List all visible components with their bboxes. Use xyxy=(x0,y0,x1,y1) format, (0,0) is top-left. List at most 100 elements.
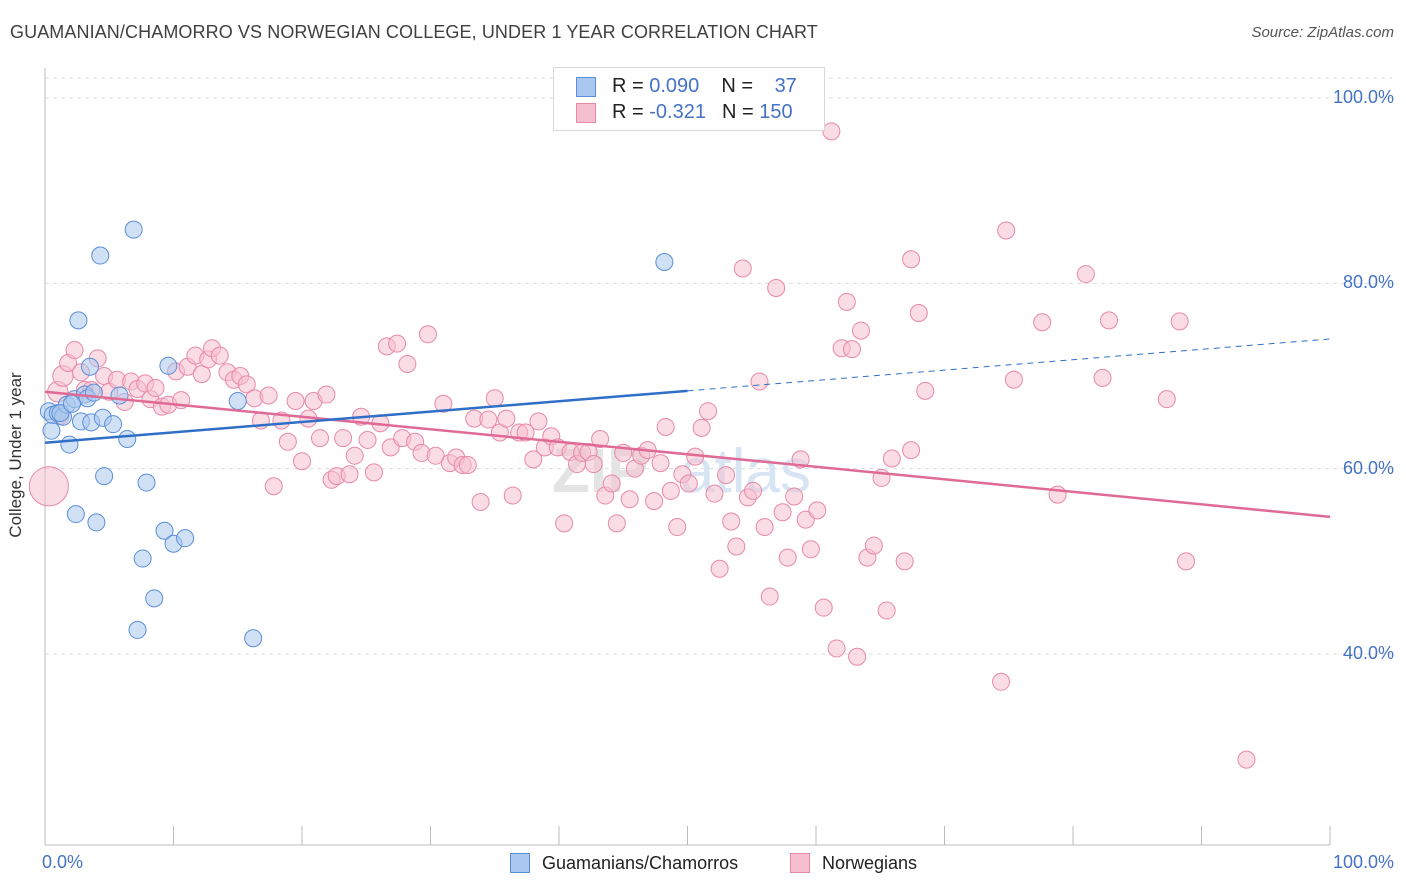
norwegian-point xyxy=(340,465,359,484)
legend-r-label: R = xyxy=(612,75,650,97)
norwegian-point xyxy=(210,346,229,365)
norwegian-point xyxy=(801,540,820,559)
norwegian-point xyxy=(864,536,883,555)
norwegian-point xyxy=(722,512,741,531)
legend-label-guamanians: Guamanians/Chamorros xyxy=(542,853,739,873)
norwegian-point xyxy=(750,372,769,391)
guamanian-point xyxy=(159,356,178,375)
guamanian-point xyxy=(124,220,143,239)
norwegian-point xyxy=(591,430,610,449)
norwegian-point xyxy=(902,441,921,460)
norwegian-point xyxy=(808,501,827,520)
guamanian-point xyxy=(60,435,79,454)
guamanian-point xyxy=(118,430,137,449)
norwegian-point xyxy=(388,334,407,353)
trend-lines xyxy=(44,338,1331,519)
norwegian-point xyxy=(497,409,516,428)
norwegian-point xyxy=(146,379,165,398)
norwegian-point xyxy=(237,375,256,394)
norwegian-point xyxy=(1033,313,1052,332)
guamanian-point xyxy=(133,549,152,568)
guamanian-point xyxy=(110,386,129,405)
norwegian-point xyxy=(848,647,867,666)
norwegian-point xyxy=(286,392,305,411)
norwegian-point xyxy=(699,402,718,421)
legend-r-value: 0.090 xyxy=(649,75,700,97)
legend-r-value: -0.321 xyxy=(649,101,706,123)
norwegian-point xyxy=(705,484,724,503)
norwegian-point xyxy=(1076,265,1095,284)
norwegian-point xyxy=(293,452,311,471)
norwegian-point xyxy=(358,430,377,449)
norwegian-point xyxy=(264,477,283,496)
norwegian-point xyxy=(842,340,861,359)
y-tick-label-80: 80.0% xyxy=(1342,272,1394,293)
norwegian-point xyxy=(882,449,901,468)
norwegian-point xyxy=(656,417,675,436)
norwegian-point xyxy=(668,518,687,537)
norwegian-point xyxy=(767,278,786,297)
stats-legend: R = 0.090 N = 37 R = -0.321 N = 150 xyxy=(553,67,825,131)
norwegian-point xyxy=(278,432,297,451)
norwegian-point xyxy=(434,394,453,413)
guamanian-point xyxy=(62,394,81,413)
norwegian-point xyxy=(773,503,792,522)
trend-line-norwegians xyxy=(44,390,1331,519)
y-tick-label-60: 60.0% xyxy=(1342,457,1394,478)
norwegian-point xyxy=(733,259,752,278)
norwegian-point xyxy=(692,418,711,437)
norwegian-point xyxy=(744,481,763,500)
norwegian-point xyxy=(310,429,329,448)
norwegian-point xyxy=(1170,312,1189,331)
norwegian-point xyxy=(620,490,639,509)
norwegian-point xyxy=(471,493,490,512)
norwegian-point xyxy=(679,474,698,493)
norwegian-point xyxy=(529,412,548,431)
norwegian-point xyxy=(334,429,353,448)
norwegian-point xyxy=(1237,750,1256,769)
norwegian-point xyxy=(710,559,729,578)
norwegian-point xyxy=(760,587,779,606)
norwegian-point xyxy=(28,466,69,507)
norwegian-point xyxy=(65,341,84,360)
guamanian-point xyxy=(137,473,156,492)
legend-swatch-pink xyxy=(576,103,596,123)
norwegian-point xyxy=(1004,370,1023,389)
norwegian-point xyxy=(1157,390,1176,409)
norwegian-point xyxy=(317,385,336,404)
guamanian-point xyxy=(155,521,174,540)
norwegian-point xyxy=(851,321,870,340)
guamanian-point xyxy=(91,246,110,265)
trend-line-guamanians-extension xyxy=(687,338,1331,392)
norwegian-point xyxy=(661,481,680,500)
norwegian-point xyxy=(516,423,535,442)
legend-swatch-pink xyxy=(790,853,810,873)
x-tick-label-max: 100.0% xyxy=(1332,852,1394,872)
norwegian-point xyxy=(1099,311,1118,330)
legend-r-label: R = xyxy=(612,101,650,123)
guamanian-point xyxy=(84,383,103,402)
legend-swatch-blue xyxy=(510,853,530,873)
norwegians-points xyxy=(28,122,1256,769)
legend-n-label: N = xyxy=(721,75,759,97)
legend-n-label: N = xyxy=(721,101,760,123)
guamanian-point xyxy=(228,392,247,411)
norwegian-point xyxy=(418,325,437,344)
norwegian-point xyxy=(345,446,364,465)
norwegian-point xyxy=(426,446,445,465)
guamanian-point xyxy=(42,421,61,440)
norwegian-point xyxy=(827,639,846,658)
guamanian-point xyxy=(66,505,85,524)
norwegian-point xyxy=(785,487,804,506)
norwegian-point xyxy=(778,548,797,567)
guamanian-point xyxy=(95,467,114,486)
norwegian-point xyxy=(524,450,543,469)
norwegian-point xyxy=(503,486,522,505)
trend-line-guamanians xyxy=(44,389,688,444)
norwegian-point xyxy=(192,365,211,384)
guamanian-point xyxy=(104,415,123,434)
norwegian-point xyxy=(584,455,603,474)
guamanian-point xyxy=(87,513,106,532)
norwegian-point xyxy=(877,601,896,620)
norwegian-point xyxy=(485,389,504,408)
